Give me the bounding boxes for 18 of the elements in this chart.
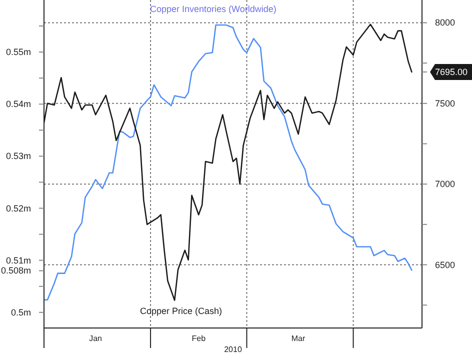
y-tick-label: 0.5m <box>10 307 31 318</box>
y-tick-label: 0.51m <box>6 255 31 266</box>
y-tick-label: 0.508m <box>0 266 31 276</box>
y2-tick-label: 7695.00 <box>435 66 468 77</box>
y-tick-label: 0.54m <box>6 99 31 110</box>
y2-tick-label: 7000 <box>435 179 456 190</box>
series-label: Copper Price (Cash) <box>140 306 222 316</box>
y2-tick-label: 6500 <box>435 260 456 270</box>
x-tick-label: Jan <box>89 334 102 343</box>
y-tick-label: 0.53m <box>6 151 31 162</box>
y-tick-label: 0.52m <box>6 203 31 214</box>
y2-tick-label: 7500 <box>435 98 456 108</box>
y2-tick-label: 8000 <box>435 18 456 28</box>
x-tick-label: Mar <box>291 334 306 343</box>
y-tick-label: 0.55m <box>6 47 31 58</box>
x-tick-label: Feb <box>192 334 206 343</box>
series-label: Copper Inventories (Worldwide) <box>150 4 276 14</box>
x-axis-title: 2010 <box>224 345 242 354</box>
